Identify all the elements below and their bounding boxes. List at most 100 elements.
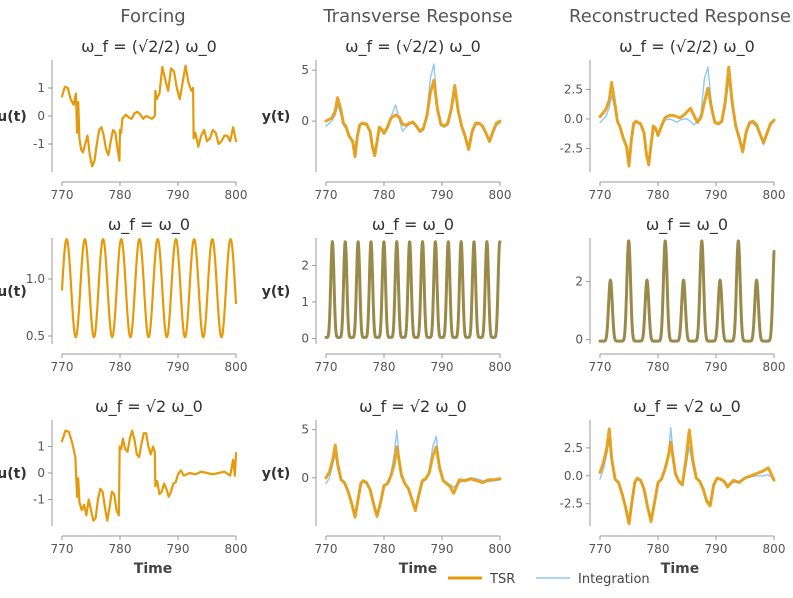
- panel-title: ω_f = √2 ω_0: [359, 397, 467, 417]
- column-title-forcing: Forcing: [120, 6, 185, 27]
- y-tick-label: 1: [301, 295, 309, 309]
- x-tick-label: 800: [489, 360, 512, 374]
- x-tick-label: 790: [705, 542, 728, 556]
- x-tick-label: 780: [647, 542, 670, 556]
- panel-r2-c1: ω_f = √2 ω_0 770 780 790 800 5 0 y(t): [262, 397, 512, 556]
- y-axis-label: u(t): [0, 109, 27, 125]
- y-tick-label: 0: [301, 114, 309, 128]
- panel-title: ω_f = ω_0: [108, 215, 190, 235]
- x-tick-label: 800: [763, 188, 786, 202]
- xlabel-col-1: Time: [399, 561, 437, 577]
- y-tick-label: 2.5: [564, 441, 583, 455]
- x-tick-label: 780: [373, 542, 396, 556]
- xlabel-col-2: Time: [661, 561, 699, 577]
- x-tick-label: 790: [167, 188, 190, 202]
- panel-title: ω_f = √2 ω_0: [95, 397, 203, 417]
- x-tick-label: 780: [647, 360, 670, 374]
- x-tick-label: 770: [589, 188, 612, 202]
- y-tick-label: 0: [301, 332, 309, 346]
- x-tick-label: 800: [225, 188, 248, 202]
- y-tick-label: 0.0: [564, 112, 583, 126]
- panel-title: ω_f = (√2/2) ω_0: [345, 37, 481, 57]
- y-tick-label: 0: [301, 471, 309, 485]
- x-tick-label: 800: [763, 360, 786, 374]
- x-tick-label: 770: [51, 188, 74, 202]
- x-tick-label: 770: [51, 542, 74, 556]
- series-line-tsr: [324, 240, 502, 339]
- x-tick-label: 780: [109, 188, 132, 202]
- y-tick-label: 1: [37, 440, 45, 454]
- panel-r2-c2: ω_f = √2 ω_0 770 780 790 800 2.5 0.0 -2.5: [560, 397, 786, 556]
- series-line-tsr: [598, 427, 776, 526]
- y-tick-label: 2: [301, 258, 309, 272]
- x-tick-label: 770: [315, 360, 338, 374]
- panel-r0-c2: ω_f = (√2/2) ω_0 770 780 790 800 2.5 0.0 -2.5: [560, 37, 786, 202]
- x-tick-label: 800: [489, 188, 512, 202]
- series-line-tsr: [324, 78, 502, 159]
- x-tick-label: 800: [225, 360, 248, 374]
- y-axis-label: u(t): [0, 284, 27, 300]
- panel-r1-c1: ω_f = ω_0 770 780 790 800 2 1 0 y(t): [262, 215, 512, 374]
- panel-r2-c0: ω_f = √2 ω_0 770 780 790 800 1 0 -1 u(t): [0, 397, 247, 556]
- panel-r0-c0: ω_f = (√2/2) ω_0 770 780 790 800 1 0 -1 u(t): [0, 37, 247, 202]
- x-tick-label: 790: [431, 360, 454, 374]
- y-tick-label: -1: [33, 493, 45, 507]
- y-tick-label: -1: [33, 137, 45, 151]
- y-tick-label: 0: [575, 333, 583, 347]
- series-line-tsr: [598, 65, 776, 168]
- x-tick-label: 790: [705, 360, 728, 374]
- x-tick-label: 780: [373, 188, 396, 202]
- panel-title: ω_f = ω_0: [372, 215, 454, 235]
- series-line-tsr: [324, 443, 502, 519]
- x-tick-label: 770: [589, 360, 612, 374]
- y-axis-label: y(t): [262, 466, 291, 482]
- x-tick-label: 790: [431, 188, 454, 202]
- panel-r1-c2: ω_f = ω_0 770 780 790 800 2 0: [575, 215, 785, 374]
- panel-r0-c1: ω_f = (√2/2) ω_0 770 780 790 800 5 0 y(t): [262, 37, 512, 202]
- column-title-transverse: Transverse Response: [322, 6, 512, 27]
- y-tick-label: -2.5: [560, 497, 583, 511]
- x-tick-label: 780: [109, 542, 132, 556]
- legend-label-tsr: TSR: [489, 572, 515, 587]
- y-tick-label: 0: [37, 466, 45, 480]
- y-axis-label: y(t): [262, 109, 291, 125]
- series-line-tsr: [598, 239, 776, 343]
- x-tick-label: 770: [589, 542, 612, 556]
- column-title-reconstructed: Reconstructed Response: [569, 6, 791, 27]
- y-tick-label: 0.5: [26, 329, 45, 343]
- x-tick-label: 800: [489, 542, 512, 556]
- y-tick-label: -2.5: [560, 141, 583, 155]
- y-tick-label: 0: [37, 109, 45, 123]
- y-tick-label: 2.5: [564, 82, 583, 96]
- y-tick-label: 0.0: [564, 469, 583, 483]
- series-line-forcing: [60, 429, 238, 522]
- legend: TSR Integration: [448, 572, 650, 587]
- x-tick-label: 790: [705, 188, 728, 202]
- x-tick-label: 790: [431, 542, 454, 556]
- x-tick-label: 800: [763, 542, 786, 556]
- panel-title: ω_f = (√2/2) ω_0: [619, 37, 755, 57]
- legend-label-integration: Integration: [578, 572, 650, 587]
- y-tick-label: 5: [301, 423, 309, 437]
- series-line-forcing: [60, 64, 238, 168]
- xlabel-col-0: Time: [134, 561, 172, 577]
- y-tick-label: 2: [575, 275, 583, 289]
- series-line-forcing: [60, 238, 238, 339]
- panel-title: ω_f = √2 ω_0: [633, 397, 741, 417]
- y-axis-label: y(t): [262, 284, 291, 300]
- x-tick-label: 770: [51, 360, 74, 374]
- x-tick-label: 780: [647, 188, 670, 202]
- y-tick-label: 1.0: [26, 272, 45, 286]
- panel-title: ω_f = (√2/2) ω_0: [81, 37, 217, 57]
- x-tick-label: 800: [225, 542, 248, 556]
- panel-r1-c0: ω_f = ω_0 770 780 790 800 1.0 0.5 u(t): [0, 215, 247, 374]
- x-tick-label: 790: [167, 542, 190, 556]
- y-tick-label: 1: [37, 81, 45, 95]
- panel-title: ω_f = ω_0: [646, 215, 728, 235]
- x-tick-label: 790: [167, 360, 190, 374]
- x-tick-label: 780: [109, 360, 132, 374]
- x-tick-label: 780: [373, 360, 396, 374]
- x-tick-label: 770: [315, 188, 338, 202]
